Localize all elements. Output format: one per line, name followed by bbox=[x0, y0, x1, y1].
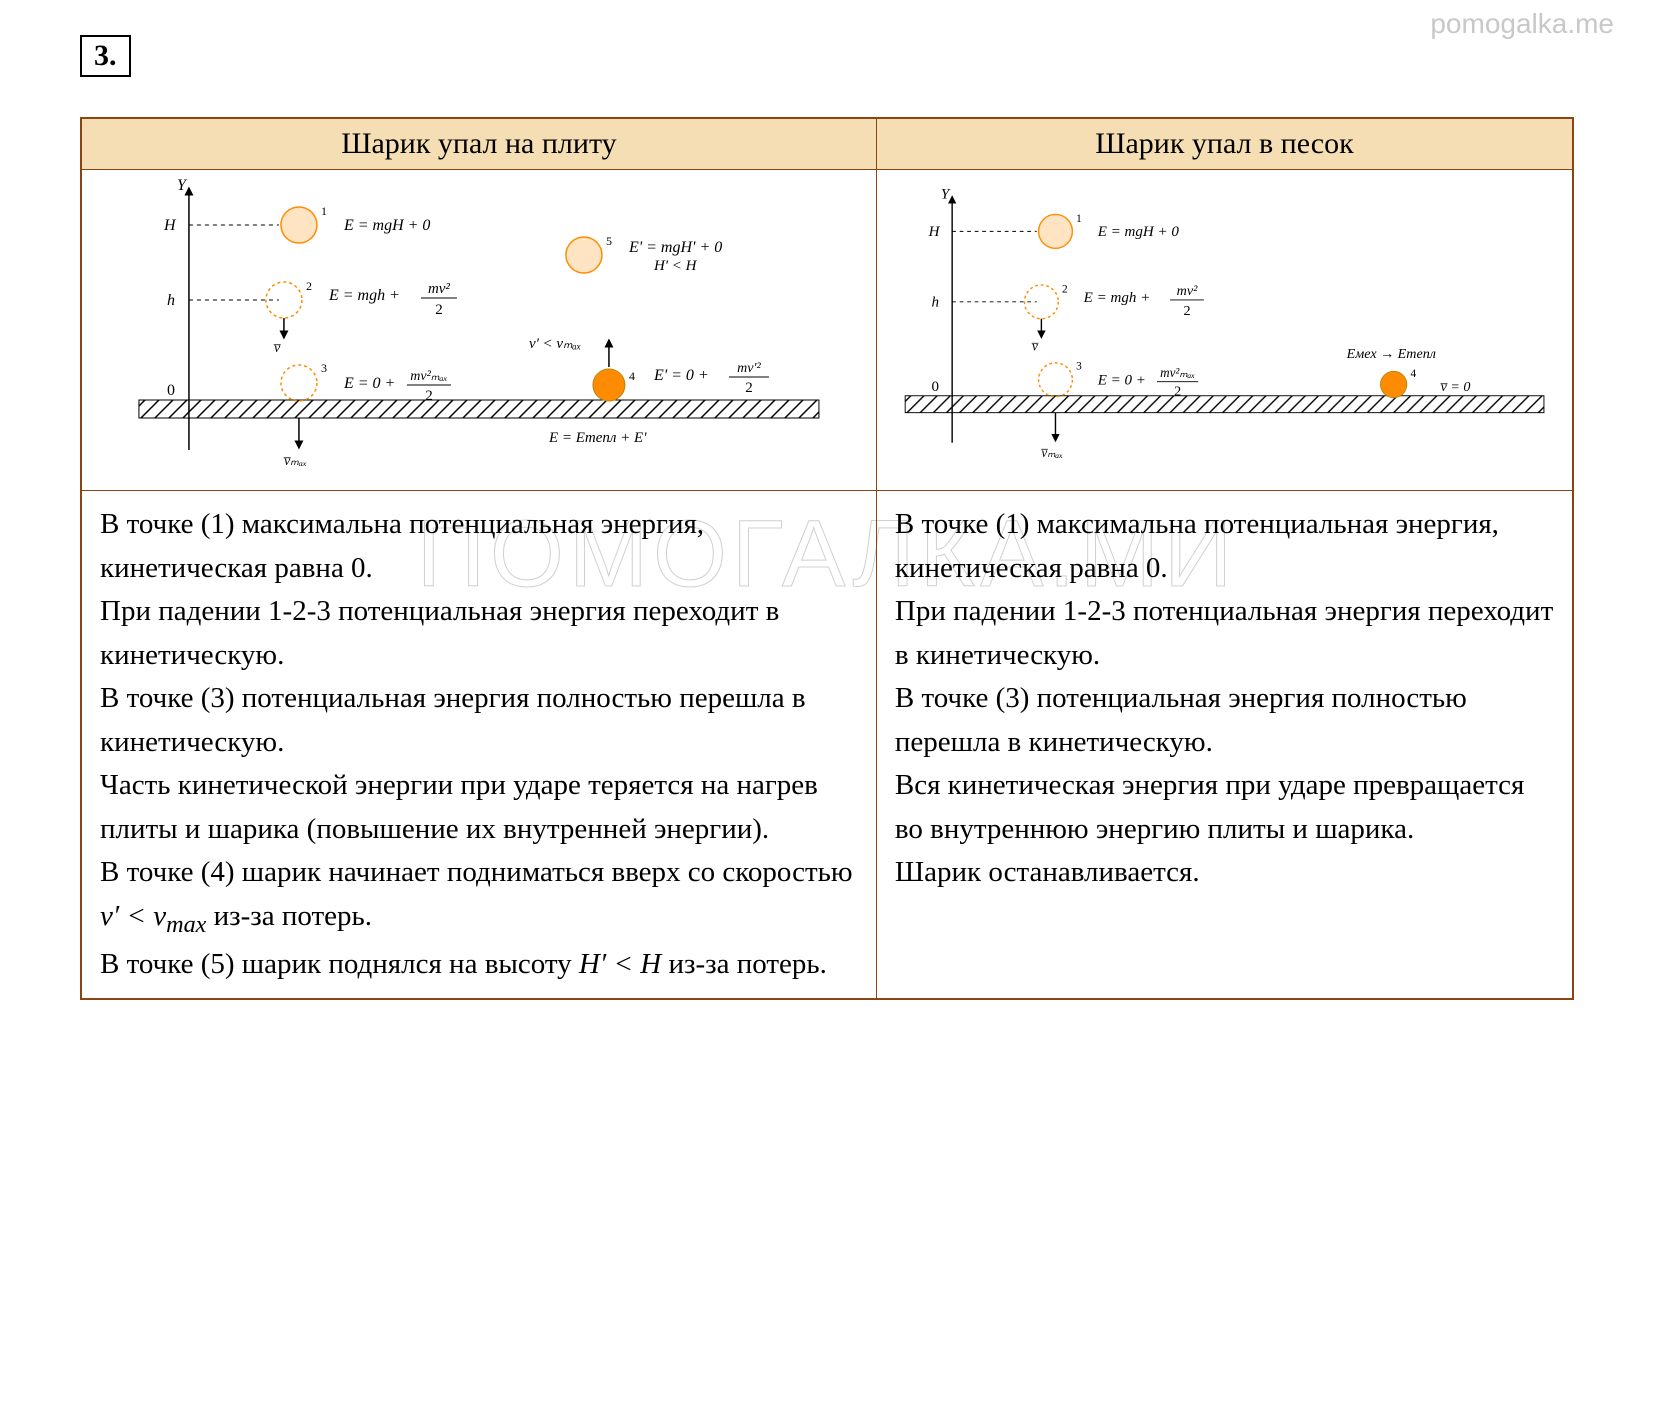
svg-text:1: 1 bbox=[1076, 213, 1082, 225]
svg-text:3: 3 bbox=[321, 361, 327, 375]
text-right-p5: Шарик останавливается. bbox=[895, 851, 1554, 895]
svg-text:3: 3 bbox=[1076, 360, 1082, 372]
eq2b-r: 2 bbox=[1183, 303, 1190, 319]
eq1: E = mgH + 0 bbox=[343, 217, 430, 234]
zero-label: 0 bbox=[167, 382, 175, 399]
text-left-p3: В точке (3) потенциальная энергия полнос… bbox=[100, 677, 858, 764]
zero-label-r: 0 bbox=[931, 379, 939, 395]
veq0-r: v̅ = 0 bbox=[1440, 379, 1470, 395]
h-label: h bbox=[167, 292, 175, 309]
svg-text:4: 4 bbox=[629, 369, 635, 383]
text-right-p4: Вся кинетическая энергия при ударе превр… bbox=[895, 764, 1554, 851]
eq3t-r: mv²ₘₐₓ bbox=[1160, 365, 1195, 380]
etepl: E = Eтепл + E' bbox=[548, 430, 647, 446]
eq4t: mv'² bbox=[737, 361, 761, 376]
H-label: H bbox=[163, 217, 177, 234]
text-left: В точке (1) максимальна потенциальная эн… bbox=[81, 491, 876, 1000]
page: 3. Шарик упал на плиту Шарик упал в песо… bbox=[0, 0, 1654, 1040]
text-left-p4: Часть кинетической энергии при ударе тер… bbox=[100, 764, 858, 851]
eq2t: mv² bbox=[428, 281, 450, 297]
svg-text:5: 5 bbox=[606, 234, 612, 248]
svg-text:4: 4 bbox=[1410, 368, 1416, 380]
y-label-r: Y bbox=[941, 186, 951, 202]
svg-text:1: 1 bbox=[321, 204, 327, 218]
eq3b: 2 bbox=[425, 388, 433, 404]
eq3: E = 0 + bbox=[343, 375, 395, 392]
vprime: v' < vₘₐₓ bbox=[529, 336, 581, 352]
eq5b: H' < H bbox=[653, 258, 698, 274]
svg-text:2: 2 bbox=[1062, 283, 1068, 295]
header-left: Шарик упал на плиту bbox=[81, 118, 876, 170]
diagram-left: Y H h 0 1 E = mgH + 0 2 bbox=[81, 170, 876, 491]
header-right: Шарик упал в песок bbox=[876, 118, 1573, 170]
diagram-right: Y H h 0 1 E = mgH + 0 2 v̅ E = mgh + bbox=[876, 170, 1573, 491]
h-label-r: h bbox=[931, 295, 939, 311]
text-left-p6: В точке (5) шарик поднялся на высоту H′ … bbox=[100, 943, 858, 987]
eq4: E' = 0 + bbox=[653, 367, 709, 384]
vmax-label-r: v̅ₘₐₓ bbox=[1041, 445, 1063, 460]
text-right-p2: При падении 1-2-3 потенциальная энергия … bbox=[895, 590, 1554, 677]
text-left-p5: В точке (4) шарик начинает подниматься в… bbox=[100, 851, 858, 943]
eq5: E' = mgH' + 0 bbox=[628, 239, 722, 256]
emex-r: Eмех → Eтепл bbox=[1346, 346, 1436, 362]
problem-number: 3. bbox=[80, 35, 131, 77]
eq3t: mv²ₘₐₓ bbox=[410, 369, 447, 384]
text-right-p3: В точке (3) потенциальная энергия полнос… bbox=[895, 677, 1554, 764]
text-left-p2: При падении 1-2-3 потенциальная энергия … bbox=[100, 590, 858, 677]
diagram-right-svg: Y H h 0 1 E = mgH + 0 2 v̅ E = mgh + bbox=[877, 170, 1572, 490]
diagram-left-svg: Y H h 0 1 E = mgH + 0 2 bbox=[82, 170, 876, 490]
eq3b-r: 2 bbox=[1174, 384, 1181, 400]
y-label: Y bbox=[177, 177, 188, 194]
eq3-r: E = 0 + bbox=[1097, 372, 1146, 388]
text-right-p1: В точке (1) максимальна потенциальная эн… bbox=[895, 503, 1554, 590]
eq2: E = mgh + bbox=[328, 287, 400, 304]
text-left-p1: В точке (1) максимальна потенциальная эн… bbox=[100, 503, 858, 590]
eq1-r: E = mgH + 0 bbox=[1097, 224, 1180, 240]
main-table: Шарик упал на плиту Шарик упал в песок bbox=[80, 117, 1574, 1000]
eq2t-r: mv² bbox=[1177, 283, 1198, 299]
svg-text:2: 2 bbox=[306, 279, 312, 293]
vmax-label: v̅ₘₐₓ bbox=[284, 454, 307, 469]
eq2-r: E = mgh + bbox=[1083, 290, 1151, 306]
eq2b: 2 bbox=[435, 302, 443, 318]
v-label-r: v̅ bbox=[1031, 339, 1039, 354]
H-label-r: H bbox=[928, 224, 941, 240]
eq4b: 2 bbox=[745, 380, 753, 396]
v-label: v̅ bbox=[274, 341, 282, 356]
text-right: В точке (1) максимальна потенциальная эн… bbox=[876, 491, 1573, 1000]
